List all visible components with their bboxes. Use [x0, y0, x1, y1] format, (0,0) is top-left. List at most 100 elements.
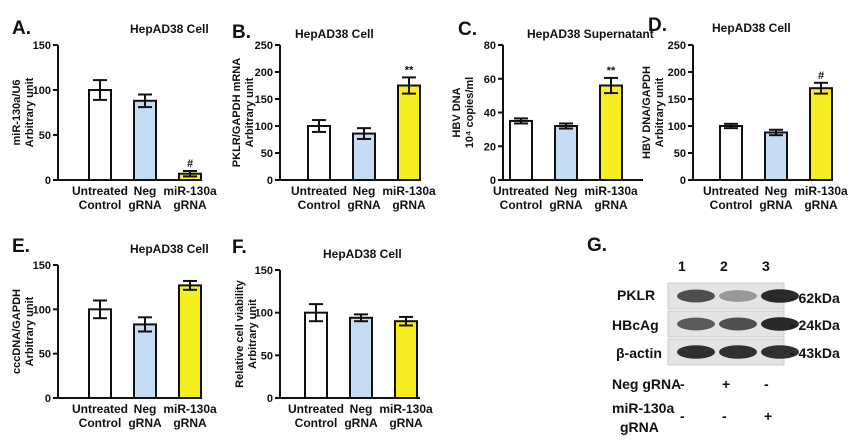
chart1-category-0-1: Control: [79, 198, 122, 212]
blot-band-row2-lane3: [761, 345, 799, 359]
chart1-category-0-0: Untreated: [72, 184, 128, 198]
chart6-bar-2: [394, 320, 418, 400]
chart5-ytick-label-2: 100: [33, 304, 51, 316]
chart6-title: HepAD38 Cell: [323, 247, 402, 261]
chart3-category-0-1: Control: [500, 198, 543, 212]
chart2-ytick-label-0: 0: [267, 175, 273, 187]
blot-lane-1-label: 1: [678, 258, 686, 274]
chart1-ytick-label-3: 150: [33, 40, 51, 52]
chart1-title: HepAD38 Cell: [130, 22, 209, 36]
chart3-bar-2: [599, 84, 623, 181]
chart6-ylabel-0: Relative cell viability: [234, 279, 246, 387]
chart6-category-1-0: Neg: [350, 402, 373, 416]
blot-band-row1-lane1: [677, 317, 715, 331]
chart1-category-2-0: miR-130a: [163, 184, 217, 198]
chart4-category-1-0: Neg: [765, 184, 788, 198]
chart4-ytick-label-1: 50: [674, 148, 686, 160]
chart2-category-2-1: gRNA: [392, 198, 426, 212]
chart2-ytick-label-1: 50: [261, 148, 273, 160]
chart3-bar-1: [554, 125, 578, 181]
blot-row-pklr-label: PKLR: [617, 287, 656, 303]
chart1-category-1-0: Neg: [134, 184, 157, 198]
chart4-bar-1: [764, 131, 788, 181]
chart2-ytick-label-5: 250: [255, 40, 273, 52]
chart4-ytick-label-3: 150: [668, 94, 686, 106]
chart4-title: HepAD38 Cell: [712, 21, 791, 35]
blot-size-43kda: - 43kDa: [790, 345, 840, 361]
chart5-ylabel-0: cccDNA/GAPDH: [11, 289, 23, 374]
chart3-annotation-2: **: [607, 65, 616, 77]
chart5-category-2-1: gRNA: [173, 416, 207, 430]
chart2-ylabel-0: PKLR/GAPDH mRNA: [231, 58, 243, 167]
chart5-ytick-label-3: 150: [33, 260, 51, 272]
chart4-ylabel-1: Arbitrary unit: [654, 77, 666, 147]
blot-lane-2-label: 2: [720, 258, 728, 274]
chart6-ytick-label-1: 50: [261, 350, 273, 362]
blot-band-row0-lane3: [761, 289, 799, 303]
chart4-ytick-label-0: 0: [680, 175, 686, 187]
chart3-bar-0: [509, 119, 533, 181]
chart4-ylabel-0: HBV DNA/GAPDH: [641, 66, 653, 159]
chart1-ylabel-1: Arbitrary unit: [24, 77, 36, 147]
chart3-panel-label: C.: [458, 19, 477, 40]
chart4-category-1-1: gRNA: [759, 198, 793, 212]
blot-row-actin-label: β-actin: [616, 345, 662, 361]
chart4-category-0-0: Untreated: [703, 184, 759, 198]
chart3-ylabel-0: HBV DNA: [451, 87, 463, 137]
blot-size-24kda: - 24kDa: [790, 317, 840, 333]
chart1-ytick-label-0: 0: [45, 175, 51, 187]
condition-neg-lane2: +: [722, 376, 731, 392]
condition-neg-grna-label: Neg gRNA: [612, 376, 682, 392]
chart4-ytick-label-5: 250: [668, 40, 686, 52]
chart5-ytick-label-0: 0: [45, 393, 51, 405]
chart2-bar-2: [397, 84, 421, 181]
chart1-ylabel-0: miR-130a/U6: [11, 79, 23, 145]
chart5-bar-2: [178, 284, 202, 400]
chart5-category-0-0: Untreated: [72, 402, 128, 416]
blot-band-row2-lane1: [677, 345, 715, 359]
chart1-category-1-1: gRNA: [128, 198, 162, 212]
chart1-ytick-label-1: 50: [39, 130, 51, 142]
chart5-bar-0: [88, 308, 112, 400]
chart6-category-1-1: gRNA: [344, 416, 378, 430]
chart4-category-2-0: miR-130a: [794, 184, 848, 198]
chart4-ytick-label-2: 100: [668, 121, 686, 133]
chart5-ylabel-1: Arbitrary unit: [24, 296, 36, 366]
chart1-annotation-2: #: [187, 158, 193, 170]
chart6-bar-1: [349, 316, 373, 399]
chart3-ytick-label-2: 40: [484, 108, 496, 120]
chart1-panel-label: A.: [12, 18, 31, 39]
chart6-ylabel-1: Arbitrary unit: [247, 299, 259, 369]
chart2-title: HepAD38 Cell: [295, 27, 374, 41]
chart2-annotation-2: **: [405, 64, 414, 76]
chart4-annotation-2: #: [818, 70, 824, 82]
blot-band-row0-lane2: [719, 290, 757, 302]
chart4-ytick-label-4: 200: [668, 67, 686, 79]
chart5-ytick-label-1: 50: [39, 349, 51, 361]
blot-size-62kda: - 62kDa: [790, 290, 840, 306]
chart5-title: HepAD38 Cell: [130, 242, 209, 256]
chart2-category-0-1: Control: [298, 198, 341, 212]
chart2-category-1-1: gRNA: [347, 198, 381, 212]
chart6-ytick-label-0: 0: [267, 393, 273, 405]
chart1-bar-0: [88, 89, 112, 181]
chart6-category-0-1: Control: [295, 416, 338, 430]
chart3-ytick-label-4: 80: [484, 40, 496, 52]
chart3-ytick-label-0: 0: [490, 175, 496, 187]
chart1-ytick-label-2: 100: [33, 85, 51, 97]
blot-lane-3-label: 3: [762, 258, 770, 274]
chart1-bar-1: [133, 99, 157, 181]
chart5-category-1-0: Neg: [134, 402, 157, 416]
chart6-ytick-label-3: 150: [255, 265, 273, 277]
condition-mir-lane2: -: [722, 408, 727, 424]
condition-mir-label: miR-130a: [612, 400, 675, 416]
blot-row-hbcag-label: HBcAg: [612, 317, 659, 333]
chart5-panel-label: E.: [12, 236, 30, 257]
chart6-panel-label: F.: [232, 237, 247, 258]
chart3-ytick-label-3: 60: [484, 74, 496, 86]
chart5-category-2-0: miR-130a: [163, 402, 217, 416]
chart6-category-2-0: miR-130a: [379, 402, 433, 416]
chart3-category-2-1: gRNA: [594, 198, 628, 212]
chart2-ylabel-1: Arbitrary unit: [244, 77, 256, 147]
